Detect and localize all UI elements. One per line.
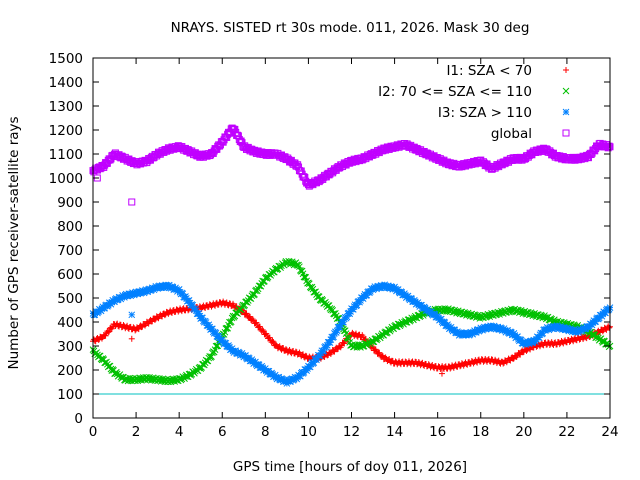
data-point [300,273,308,281]
x-tick-label: 0 [89,424,98,440]
data-point [270,339,277,346]
data-point [302,352,309,359]
data-point [523,347,530,354]
y-tick-label: 900 [57,195,83,211]
y-tick-label: 100 [57,387,83,403]
y-tick-label: 300 [57,339,83,355]
y-tick-label: 1200 [49,123,83,139]
x-tick-label: 20 [515,424,532,440]
data-point [105,329,112,336]
legend-marker [562,108,570,116]
legend-label: I2: 70 <= SZA <= 110 [378,84,532,100]
y-axis-label: Number of GPS receiver-satellite rays [6,116,22,369]
data-point [106,328,113,335]
x-tick-label: 16 [429,424,446,440]
x-tick-label: 6 [218,424,227,440]
x-tick-label: 4 [175,424,184,440]
data-point [102,332,109,339]
data-point [308,283,316,291]
data-point [266,334,273,341]
data-point [253,319,260,326]
y-tick-label: 800 [57,219,83,235]
outlier-point [128,311,136,319]
data-point [151,316,158,323]
series-3 [89,281,614,387]
x-tick-label: 12 [343,424,360,440]
data-point [249,316,256,323]
data-point [253,287,261,295]
data-point [161,312,168,319]
data-point [379,352,386,359]
y-tick-label: 1400 [49,75,83,91]
series-1 [90,298,613,372]
chart-title: NRAYS. SISTED rt 30s mode. 011, 2026. Ma… [171,20,530,36]
x-tick-label: 24 [601,424,618,440]
y-tick-label: 1500 [49,51,83,67]
x-tick-label: 8 [261,424,270,440]
data-point [259,326,266,333]
x-tick-label: 10 [300,424,317,440]
y-tick-label: 500 [57,291,83,307]
data-point [462,309,469,317]
data-point [376,349,383,356]
y-tick-label: 1100 [49,147,83,163]
data-point [528,310,536,318]
data-point [606,324,613,331]
x-axis-label: GPS time [hours of doy 011, 2026] [233,459,467,475]
legend-label: I3: SZA > 110 [438,105,532,121]
data-point [159,313,166,320]
data-point [538,312,546,320]
x-tick-label: 18 [472,424,489,440]
data-point [223,324,231,332]
data-point [220,331,228,338]
data-point [510,356,517,363]
y-tick-label: 600 [57,267,83,283]
data-point [213,342,221,350]
data-point [269,338,276,345]
y-tick-label: 400 [57,315,83,331]
y-tick-label: 0 [74,411,83,427]
y-tick-label: 200 [57,363,83,379]
data-point [452,307,459,315]
x-tick-label: 14 [386,424,403,440]
legend-label: global [491,126,532,142]
y-tick-label: 1300 [49,99,83,115]
legend-label: I1: SZA < 70 [446,63,532,79]
y-tick-label: 1000 [49,171,83,187]
data-point [341,340,348,347]
data-point [243,310,250,317]
data-point [599,328,606,335]
data-point [507,307,514,315]
data-point [256,323,263,330]
data-point [500,360,507,367]
data-points-group [89,124,614,387]
data-point [95,336,102,343]
y-tick-label: 700 [57,243,83,259]
data-point [295,261,302,269]
x-tick-label: 22 [558,424,575,440]
x-tick-label: 2 [132,424,141,440]
